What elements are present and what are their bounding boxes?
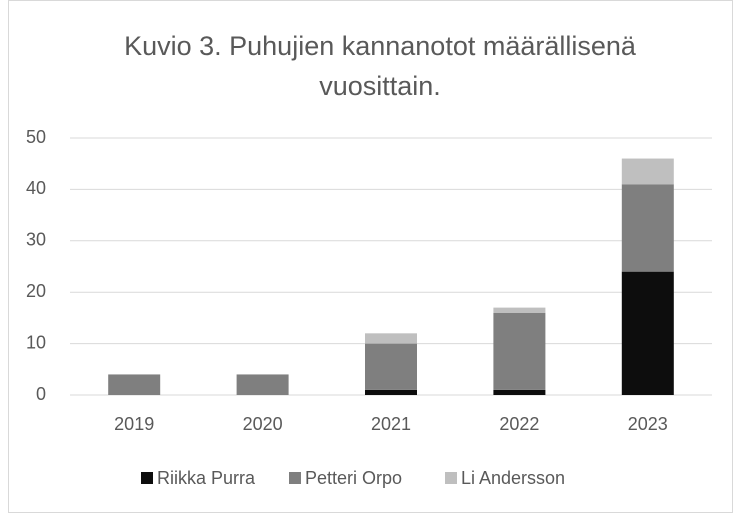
bar-segment <box>365 389 417 395</box>
bar-segment <box>621 158 674 185</box>
legend-label: Petteri Orpo <box>305 468 402 488</box>
y-tick-label: 20 <box>26 281 46 301</box>
y-tick-label: 30 <box>26 230 46 250</box>
legend-label: Riikka Purra <box>157 468 256 488</box>
bar-segment <box>365 343 417 390</box>
x-tick-label: 2022 <box>499 414 539 434</box>
legend-swatch <box>445 472 457 484</box>
chart-frame <box>8 0 733 513</box>
chart-title: Kuvio 3. Puhujien kannanotot määrällisen… <box>124 31 637 61</box>
bar-segment <box>493 312 546 390</box>
bar-segment <box>493 307 546 313</box>
y-tick-label: 0 <box>36 384 46 404</box>
x-tick-label: 2021 <box>371 414 411 434</box>
bar-segment <box>108 374 161 395</box>
bar-segment <box>365 333 417 344</box>
y-tick-label: 40 <box>26 178 46 198</box>
x-tick-label: 2020 <box>243 414 283 434</box>
bar-segment <box>621 271 674 395</box>
bar-segment <box>236 374 289 395</box>
x-tick-label: 2019 <box>114 414 154 434</box>
legend-swatch <box>289 472 301 484</box>
chart-title: vuosittain. <box>319 71 441 101</box>
y-tick-label: 10 <box>26 332 46 352</box>
y-tick-label: 50 <box>26 127 46 147</box>
legend-label: Li Andersson <box>461 468 565 488</box>
bar-segment <box>621 184 674 272</box>
x-tick-label: 2023 <box>628 414 668 434</box>
bar-segment <box>493 389 546 395</box>
legend-swatch <box>141 472 153 484</box>
